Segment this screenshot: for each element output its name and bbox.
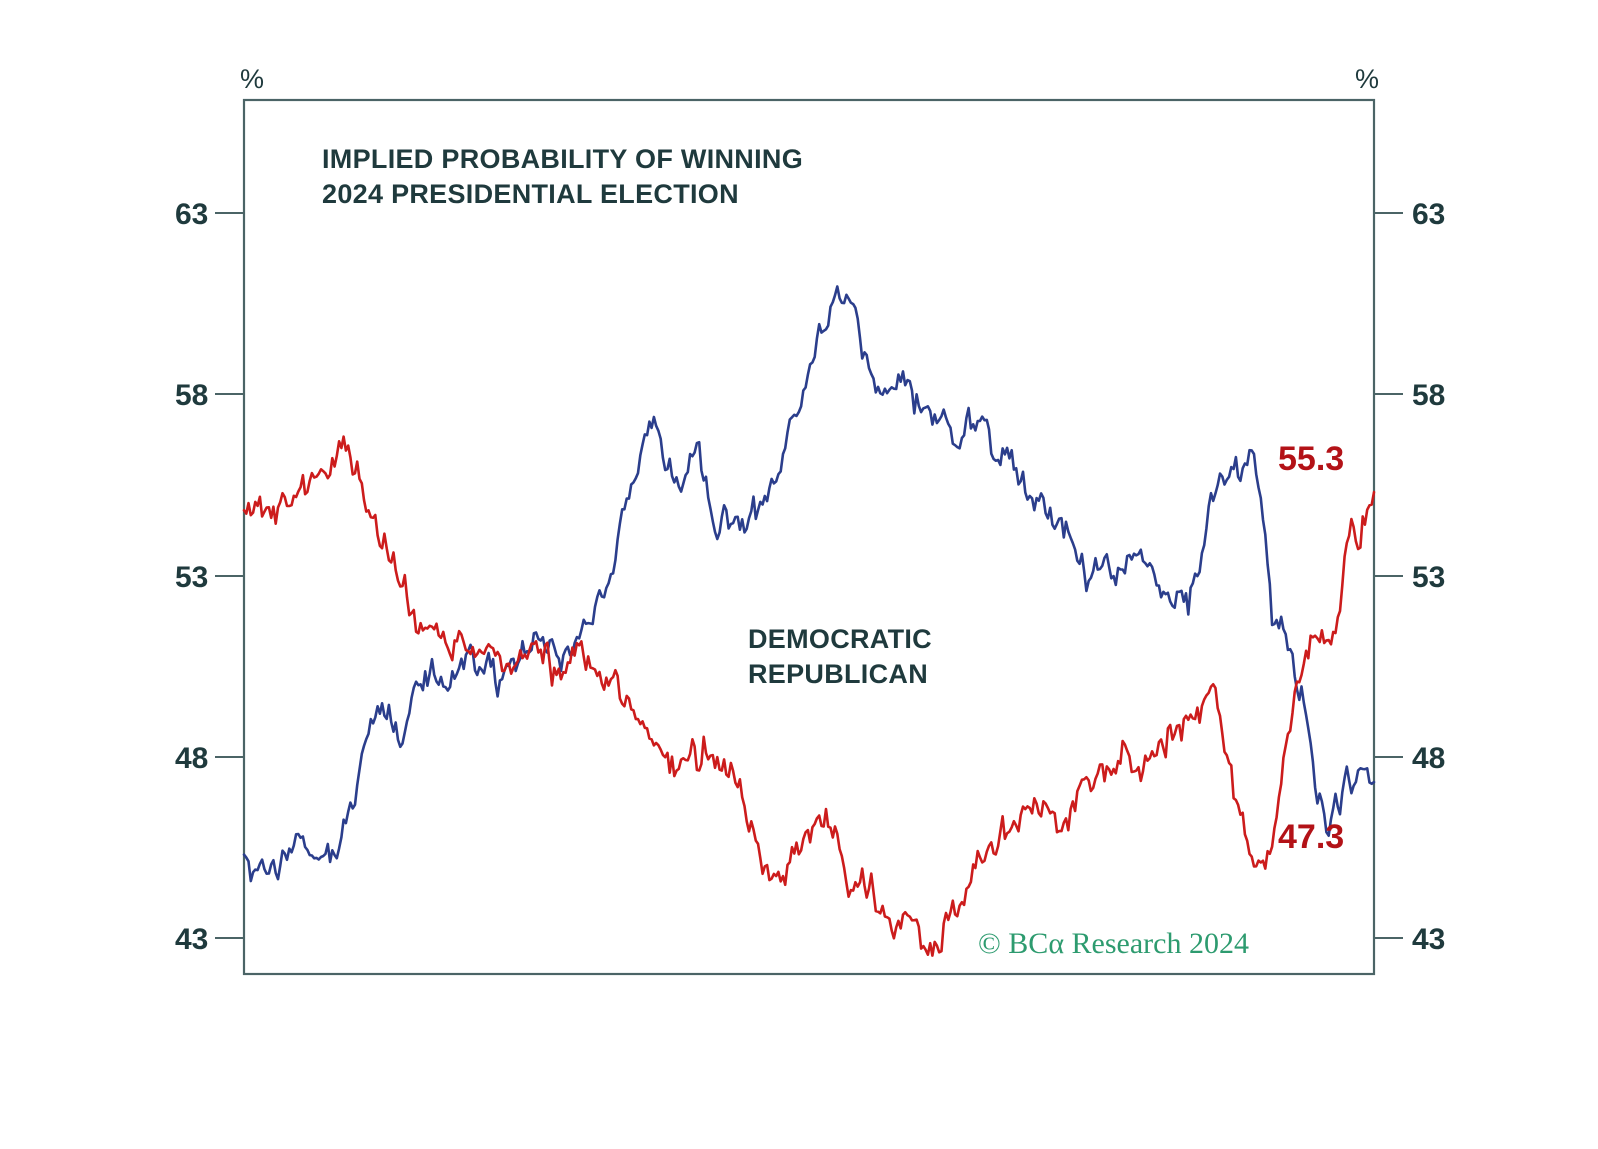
svg-text:48: 48 (175, 742, 208, 775)
svg-text:58: 58 (1412, 379, 1445, 412)
svg-text:%: % (240, 64, 264, 94)
svg-text:63: 63 (1412, 198, 1445, 231)
svg-text:REPUBLICAN: REPUBLICAN (748, 659, 928, 689)
svg-text:43: 43 (175, 923, 208, 956)
svg-text:2024 PRESIDENTIAL ELECTION: 2024 PRESIDENTIAL ELECTION (322, 179, 739, 209)
svg-text:58: 58 (175, 379, 208, 412)
svg-text:© BCα Research 2024: © BCα Research 2024 (978, 927, 1249, 960)
svg-text:47.3: 47.3 (1278, 818, 1344, 856)
svg-text:48: 48 (1412, 742, 1445, 775)
svg-text:IMPLIED PROBABILITY OF WINNING: IMPLIED PROBABILITY OF WINNING (322, 144, 803, 174)
svg-text:DEMOCRATIC: DEMOCRATIC (748, 624, 932, 654)
svg-text:53: 53 (175, 561, 208, 594)
svg-text:63: 63 (175, 198, 208, 231)
svg-text:55.3: 55.3 (1278, 440, 1344, 478)
svg-text:53: 53 (1412, 561, 1445, 594)
svg-text:%: % (1355, 64, 1379, 94)
svg-text:43: 43 (1412, 923, 1445, 956)
